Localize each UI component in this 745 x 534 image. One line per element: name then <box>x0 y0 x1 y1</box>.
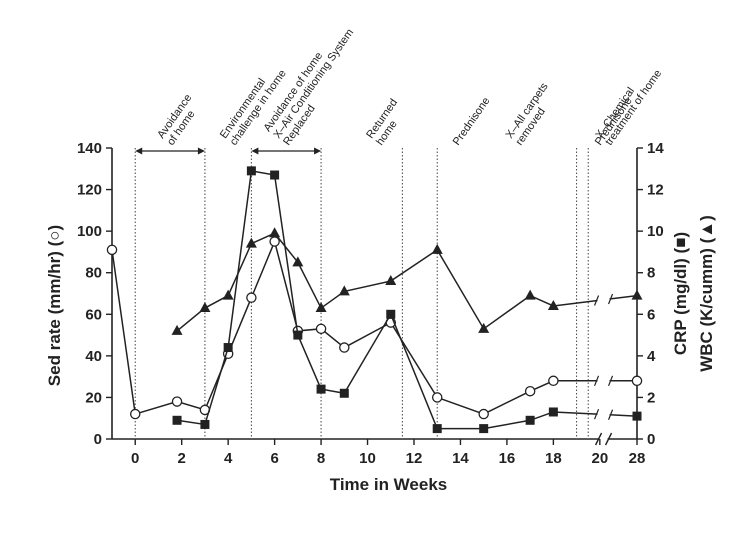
data-point-crp <box>246 166 256 176</box>
data-point-crp <box>432 424 442 434</box>
data-point-wbc <box>631 289 643 300</box>
data-point-crp <box>293 330 303 340</box>
range-arrow-head <box>314 147 322 155</box>
data-point-sed-rate <box>315 323 327 335</box>
x-axis-break-mark <box>594 432 603 446</box>
y-left-tick-label: 40 <box>85 348 102 365</box>
data-point-sed-rate <box>339 342 350 353</box>
data-point-wbc <box>222 289 234 300</box>
data-point-wbc <box>547 299 559 310</box>
data-point-sed-rate <box>171 396 183 407</box>
y-axis-left-title: Sed rate (mm/hr) (○) <box>45 225 64 386</box>
data-point-crp <box>339 388 349 398</box>
x-tick-label: 2 <box>178 450 186 467</box>
x-axis-title: Time in Weeks <box>330 475 447 494</box>
y-right-tick-label: 6 <box>647 306 655 323</box>
data-point-wbc <box>269 227 281 238</box>
data-point-sed-rate <box>246 292 257 303</box>
y-left-tick-label: 140 <box>77 140 102 157</box>
series-line-crp <box>176 169 638 430</box>
x-tick-label: 20 <box>591 450 608 467</box>
y-axis-right-title-wbc: WBC (K/cumm) (▲) <box>697 215 716 372</box>
data-point-wbc <box>315 302 327 313</box>
data-point-crp <box>270 170 280 180</box>
data-point-wbc <box>199 302 211 313</box>
data-point-crp <box>223 343 233 353</box>
x-tick-label: 14 <box>452 450 469 467</box>
annotation: Prednisone <box>451 95 493 147</box>
x-tick-label: 18 <box>545 450 562 467</box>
y-right-tick-label: 10 <box>647 223 664 240</box>
series-line-wbc <box>176 232 638 332</box>
data-point-crp <box>316 384 326 394</box>
data-point-wbc <box>338 285 350 296</box>
annotation-line: X–Air Conditioning System <box>271 27 356 141</box>
y-axis-right-title-crp: CRP (mg/dl) (■) <box>671 232 690 355</box>
data-point-crp <box>200 419 210 429</box>
y-right-tick-label: 0 <box>647 431 655 448</box>
data-point-wbc <box>431 243 443 254</box>
x-tick-label: 6 <box>270 450 278 467</box>
data-point-wbc <box>478 322 490 333</box>
y-right-tick-label: 12 <box>647 182 664 199</box>
x-tick-label: 0 <box>131 450 139 467</box>
y-left-tick-label: 120 <box>77 182 102 199</box>
y-left-tick-label: 20 <box>85 389 102 406</box>
x-tick-label: 4 <box>224 450 233 467</box>
y-right-tick-label: 4 <box>647 348 656 365</box>
data-point-crp <box>386 309 396 319</box>
y-right-tick-label: 14 <box>647 140 664 157</box>
data-point-sed-rate <box>106 244 118 256</box>
data-point-sed-rate <box>431 392 443 403</box>
y-left-tick-label: 80 <box>85 265 102 282</box>
y-right-tick-label: 2 <box>647 389 655 406</box>
annotation-line: Prednisone <box>451 95 493 147</box>
data-point-sed-rate <box>631 375 643 387</box>
x-axis-break-mark <box>604 432 613 446</box>
series-line-sed-rate <box>111 239 637 416</box>
x-tick-label: 12 <box>406 450 423 467</box>
data-point-wbc <box>292 256 304 267</box>
data-point-crp <box>632 411 642 421</box>
y-left-tick-label: 0 <box>94 431 102 448</box>
data-point-crp <box>548 407 558 417</box>
data-point-sed-rate <box>129 408 141 420</box>
data-point-sed-rate <box>548 375 559 387</box>
range-arrow-head <box>135 147 143 155</box>
data-point-crp <box>172 415 182 425</box>
range-arrow-head <box>197 147 205 155</box>
y-left-tick-label: 100 <box>77 223 102 240</box>
data-point-wbc <box>171 324 183 335</box>
x-tick-label: 28 <box>629 450 646 467</box>
range-arrow-head <box>251 147 259 155</box>
data-point-wbc <box>245 237 257 248</box>
data-point-wbc <box>524 289 536 300</box>
data-point-wbc <box>385 275 397 286</box>
x-tick-label: 16 <box>499 450 516 467</box>
data-point-sed-rate <box>524 385 536 397</box>
data-point-crp <box>479 424 489 434</box>
data-point-sed-rate <box>478 408 489 420</box>
y-right-tick-label: 8 <box>647 265 655 282</box>
x-tick-label: 10 <box>359 450 376 467</box>
y-left-tick-label: 60 <box>85 306 102 323</box>
x-tick-label: 8 <box>317 450 325 467</box>
data-point-crp <box>525 415 535 425</box>
